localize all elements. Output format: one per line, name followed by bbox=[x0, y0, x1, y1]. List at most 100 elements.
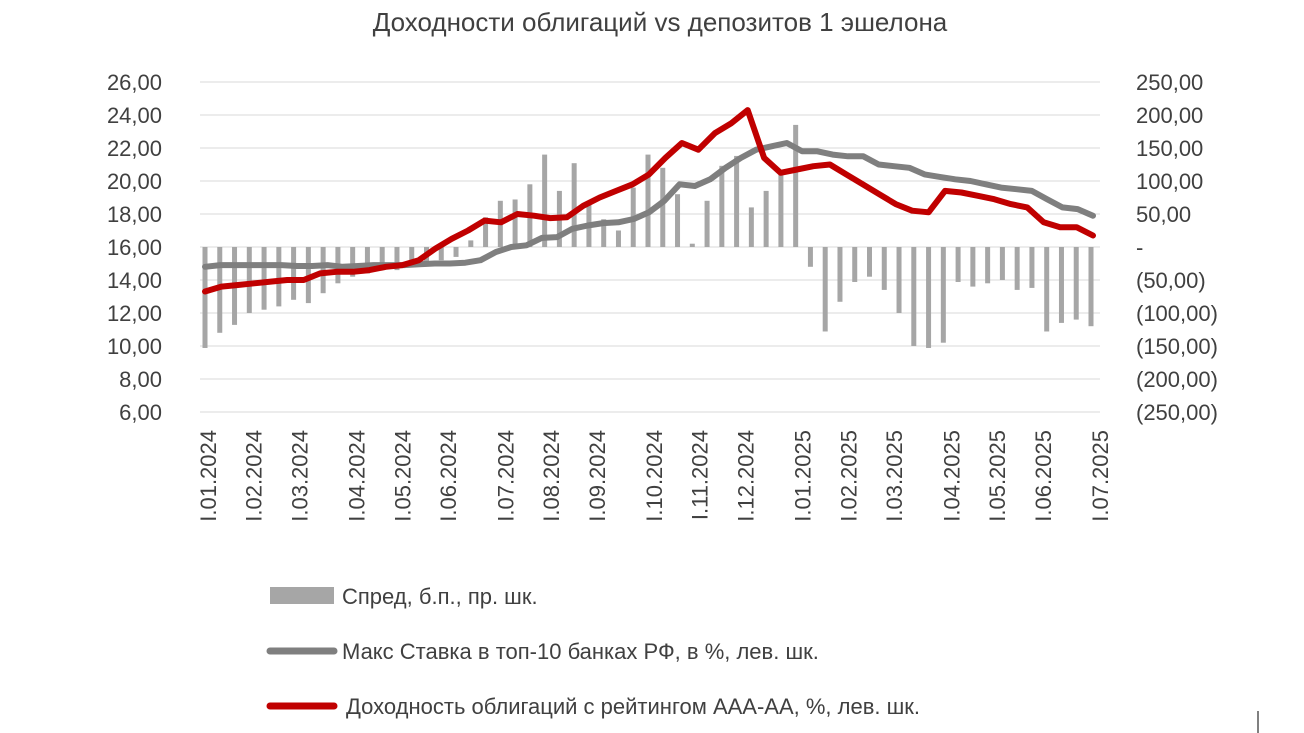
y-right-tick-label: 50,00 bbox=[1136, 202, 1191, 227]
x-tick-label: I.01.2024 bbox=[196, 430, 221, 522]
spread-bar bbox=[748, 207, 754, 247]
spread-bar bbox=[453, 247, 459, 257]
y-right-tick-label: 150,00 bbox=[1136, 136, 1203, 161]
legend-swatch-spread bbox=[270, 587, 334, 604]
spread-bar bbox=[1058, 247, 1064, 323]
spread-bar bbox=[719, 165, 725, 247]
y-right-tick-label: 250,00 bbox=[1136, 70, 1203, 95]
spread-bar bbox=[1073, 247, 1079, 320]
y-axis-right: 250,00 200,00 150,00 100,00 50,00 - (50,00) (10… bbox=[1136, 70, 1218, 425]
spread-bar bbox=[999, 247, 1005, 280]
spread-bar bbox=[660, 167, 666, 247]
x-tick-label: I.05.2024 bbox=[390, 430, 415, 522]
spread-bar bbox=[483, 217, 489, 247]
legend-label-bond-yield: Доходность облигаций с рейтингом ААА-АА,… bbox=[346, 694, 920, 719]
x-tick-label: I.07.2025 bbox=[1088, 430, 1113, 522]
legend-label-spread: Спред, б.п., пр. шк. bbox=[342, 584, 538, 609]
spread-bar bbox=[867, 247, 872, 277]
spread-bar bbox=[734, 155, 740, 247]
spread-bar bbox=[615, 230, 621, 247]
spread-bar bbox=[926, 247, 932, 348]
spread-bar bbox=[763, 190, 769, 247]
y-axis-left: 26,00 24,00 22,00 20,00 18,00 16,00 14,00 12,00… bbox=[107, 70, 162, 425]
y-right-tick-label: - bbox=[1136, 235, 1143, 260]
spread-bar bbox=[1014, 247, 1020, 290]
spread-bar bbox=[985, 247, 991, 284]
y-left-tick-label: 20,00 bbox=[107, 169, 162, 194]
spread-bar bbox=[276, 247, 282, 307]
x-tick-label: I.05.2025 bbox=[985, 430, 1010, 522]
y-left-tick-label: 6,00 bbox=[119, 400, 162, 425]
spread-bar bbox=[689, 243, 695, 247]
y-right-tick-label: (100,00) bbox=[1136, 301, 1218, 326]
y-left-tick-label: 26,00 bbox=[107, 70, 162, 95]
spread-bar bbox=[1029, 247, 1035, 288]
spread-bar bbox=[542, 154, 548, 247]
y-left-tick-label: 22,00 bbox=[107, 136, 162, 161]
spread-bar bbox=[512, 199, 518, 247]
legend: Спред, б.п., пр. шк. Макс Ставка в топ-1… bbox=[266, 584, 920, 719]
spread-bar bbox=[364, 247, 370, 274]
spread-bar bbox=[202, 247, 208, 348]
x-tick-label: I.01.2025 bbox=[791, 430, 816, 522]
x-tick-label: I.04.2024 bbox=[345, 430, 370, 522]
x-tick-label: I.11.2024 bbox=[688, 430, 713, 520]
y-right-tick-label: (200,00) bbox=[1136, 367, 1218, 392]
y-left-tick-label: 8,00 bbox=[119, 367, 162, 392]
spread-bar bbox=[955, 247, 961, 282]
x-tick-label: I.07.2024 bbox=[493, 430, 518, 522]
y-left-tick-label: 18,00 bbox=[107, 202, 162, 227]
spread-bar bbox=[291, 247, 297, 300]
deposit-rate-line bbox=[202, 140, 1096, 270]
y-right-tick-label: (250,00) bbox=[1136, 400, 1218, 425]
spread-bar bbox=[852, 247, 858, 282]
spread-bar bbox=[837, 247, 843, 302]
spread-bar bbox=[601, 219, 607, 247]
x-tick-label: I.10.2024 bbox=[642, 430, 667, 522]
y-left-tick-label: 14,00 bbox=[107, 268, 162, 293]
spread-bar bbox=[881, 247, 887, 290]
x-tick-label: I.02.2024 bbox=[242, 430, 267, 522]
spread-bar bbox=[704, 200, 710, 247]
spread-bar bbox=[571, 163, 577, 247]
y-right-tick-label: (50,00) bbox=[1136, 268, 1206, 293]
y-right-tick-label: 100,00 bbox=[1136, 169, 1203, 194]
x-tick-label: I.12.2024 bbox=[734, 430, 759, 522]
spread-bar bbox=[1088, 247, 1094, 327]
spread-bar bbox=[438, 247, 444, 261]
spread-bars bbox=[202, 124, 1094, 348]
spread-bar bbox=[261, 247, 267, 310]
spread-bar bbox=[394, 247, 400, 271]
spread-bar bbox=[645, 154, 651, 247]
spread-bar bbox=[1044, 247, 1050, 332]
y-left-tick-label: 10,00 bbox=[107, 334, 162, 359]
x-tick-label: I.06.2025 bbox=[1031, 430, 1056, 522]
spread-bar bbox=[896, 247, 902, 313]
spread-bar bbox=[822, 247, 828, 332]
spread-bar bbox=[409, 247, 415, 267]
x-tick-label: I.03.2024 bbox=[288, 430, 313, 522]
x-tick-label: I.09.2024 bbox=[585, 430, 610, 522]
y-left-tick-label: 24,00 bbox=[107, 103, 162, 128]
spread-bar bbox=[379, 247, 385, 271]
series-lines bbox=[202, 107, 1096, 295]
x-axis: I.01.2024 I.02.2024 I.03.2024 I.04.2024 I.05… bbox=[196, 430, 1113, 522]
spread-bar bbox=[970, 247, 976, 287]
bond-yield-line bbox=[202, 107, 1096, 295]
spread-bar bbox=[807, 247, 813, 267]
x-tick-label: I.04.2025 bbox=[939, 430, 964, 522]
x-tick-label: I.02.2025 bbox=[836, 430, 861, 522]
y-left-tick-label: 16,00 bbox=[107, 235, 162, 260]
spread-bar bbox=[468, 240, 474, 247]
x-tick-label: I.06.2024 bbox=[436, 430, 461, 522]
legend-label-deposit-rate: Макс Ставка в топ-10 банках РФ, в %, лев… bbox=[342, 639, 819, 664]
chart-title: Доходности облигаций vs депозитов 1 эшел… bbox=[373, 7, 948, 37]
y-right-tick-label: (150,00) bbox=[1136, 334, 1218, 359]
spread-bar bbox=[778, 169, 784, 247]
spread-bar bbox=[793, 124, 799, 247]
spread-bar bbox=[940, 247, 946, 343]
x-tick-label: I.08.2024 bbox=[539, 430, 564, 522]
y-left-tick-label: 12,00 bbox=[107, 301, 162, 326]
spread-bar bbox=[350, 247, 356, 277]
